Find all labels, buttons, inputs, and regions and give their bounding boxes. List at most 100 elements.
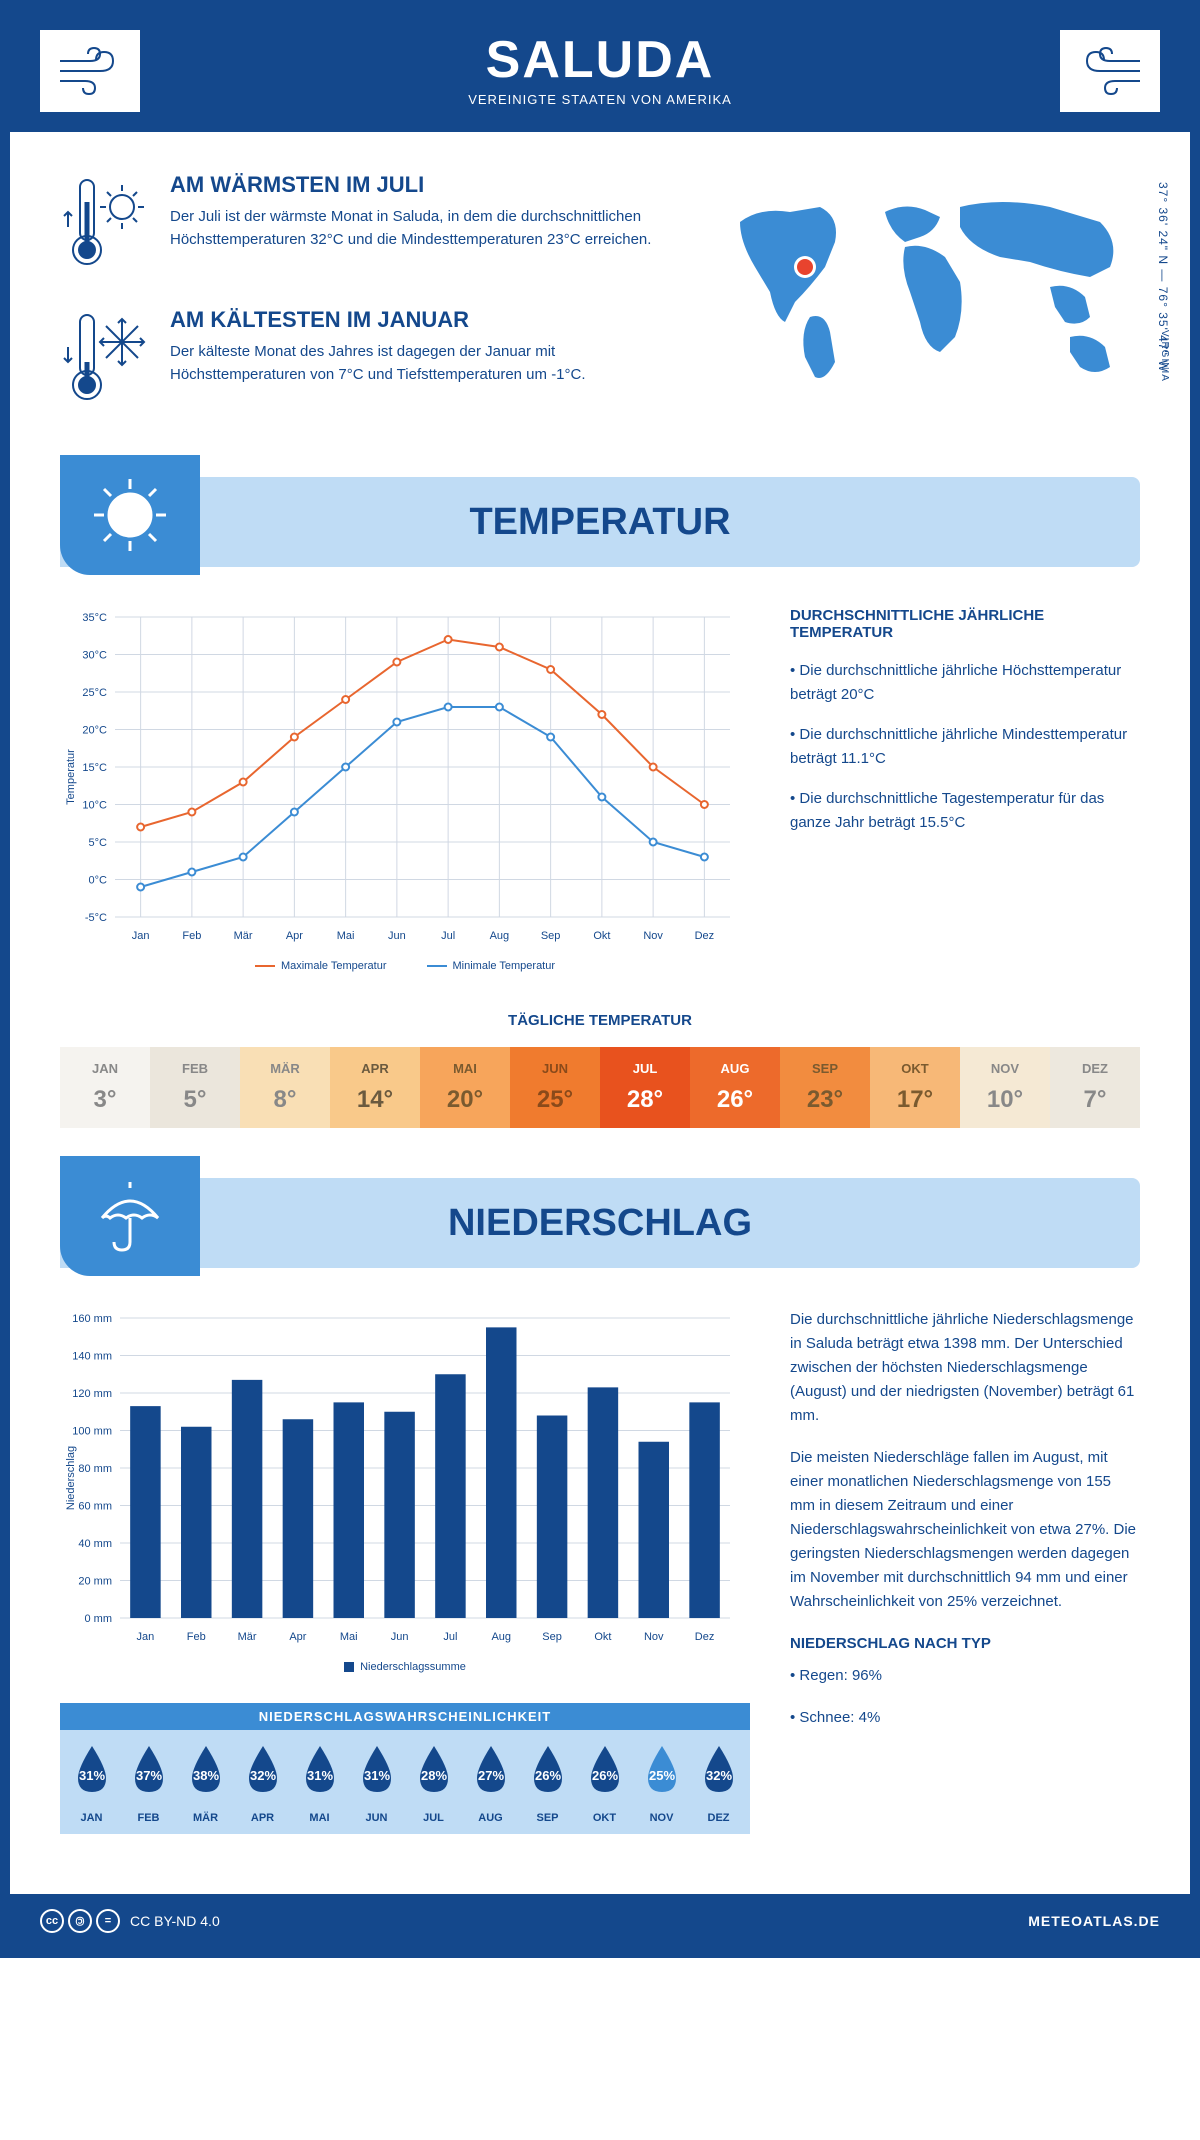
coldest-title: AM KÄLTESTEN IM JANUAR xyxy=(170,307,670,333)
precip-type-2: • Schnee: 4% xyxy=(790,1706,1140,1730)
wind-icon-right xyxy=(1060,30,1160,112)
prob-month: SEP xyxy=(520,1812,575,1824)
prob-month: MAI xyxy=(292,1812,347,1824)
prob-month: AUG xyxy=(463,1812,518,1824)
prob-drop: 26% xyxy=(520,1742,575,1796)
svg-text:60 mm: 60 mm xyxy=(78,1501,112,1513)
svg-text:31%: 31% xyxy=(363,1768,389,1783)
prob-month: OKT xyxy=(577,1812,632,1824)
cc-icons: cc 🄯 = xyxy=(40,1909,120,1933)
prob-month: APR xyxy=(235,1812,290,1824)
svg-text:20°C: 20°C xyxy=(82,725,107,737)
footer: cc 🄯 = CC BY-ND 4.0 METEOATLAS.DE xyxy=(10,1894,1190,1948)
warmest-title: AM WÄRMSTEN IM JULI xyxy=(170,172,670,198)
legend-precip: Niederschlagssumme xyxy=(360,1661,466,1673)
sun-icon xyxy=(60,455,200,575)
precip-chart: 0 mm 20 mm 40 mm 60 mm 80 mm 100 mm 120 mm 140 … xyxy=(60,1308,750,1673)
legend-min: Minimale Temperatur xyxy=(453,960,556,972)
prob-drop: 32% xyxy=(691,1742,746,1796)
svg-text:40 mm: 40 mm xyxy=(78,1538,112,1550)
prob-title: NIEDERSCHLAGSWAHRSCHEINLICHKEIT xyxy=(60,1703,750,1730)
svg-text:28%: 28% xyxy=(420,1768,446,1783)
nd-icon: = xyxy=(96,1909,120,1933)
prob-month: JUN xyxy=(349,1812,404,1824)
umbrella-icon xyxy=(60,1156,200,1276)
svg-text:Nov: Nov xyxy=(643,930,663,942)
precip-p2: Die meisten Niederschläge fallen im Augu… xyxy=(790,1446,1140,1614)
svg-text:140 mm: 140 mm xyxy=(72,1351,112,1363)
daily-temp-cell: OKT17° xyxy=(870,1047,960,1128)
by-icon: 🄯 xyxy=(68,1909,92,1933)
precip-text: Die durchschnittliche jährliche Niedersc… xyxy=(790,1308,1140,1834)
svg-text:Okt: Okt xyxy=(593,930,610,942)
svg-text:5°C: 5°C xyxy=(89,837,108,849)
svg-text:Jan: Jan xyxy=(137,1631,155,1643)
temp-section-title: TEMPERATUR xyxy=(200,501,1140,544)
prob-drop: 26% xyxy=(577,1742,632,1796)
svg-text:Dez: Dez xyxy=(695,930,715,942)
temp-chart: -5°C0°C5°C10°C15°C20°C25°C30°C35°CJanFeb… xyxy=(60,607,750,972)
svg-text:Jul: Jul xyxy=(443,1631,457,1643)
svg-text:20 mm: 20 mm xyxy=(78,1576,112,1588)
prob-drop: 31% xyxy=(349,1742,404,1796)
probability-panel: NIEDERSCHLAGSWAHRSCHEINLICHKEIT 31% 37% 38… xyxy=(60,1703,750,1834)
daily-temp-cell: MÄR8° xyxy=(240,1047,330,1128)
prob-month: NOV xyxy=(634,1812,689,1824)
temp-facts: DURCHSCHNITTLICHE JÄHRLICHE TEMPERATUR •… xyxy=(790,607,1140,972)
daily-temp-cell: JUN25° xyxy=(510,1047,600,1128)
prob-drop: 25% xyxy=(634,1742,689,1796)
warmest-text: Der Juli ist der wärmste Monat in Saluda… xyxy=(170,206,670,251)
site-name: METEOATLAS.DE xyxy=(1028,1913,1160,1929)
svg-text:Feb: Feb xyxy=(187,1631,206,1643)
precip-type-title: NIEDERSCHLAG NACH TYP xyxy=(790,1632,1140,1656)
svg-text:0 mm: 0 mm xyxy=(85,1613,113,1625)
svg-text:Mai: Mai xyxy=(337,930,355,942)
svg-text:35°C: 35°C xyxy=(82,612,107,624)
svg-text:38%: 38% xyxy=(192,1768,218,1783)
svg-text:Sep: Sep xyxy=(542,1631,562,1643)
svg-text:15°C: 15°C xyxy=(82,762,107,774)
svg-text:-5°C: -5°C xyxy=(85,912,107,924)
svg-text:Niederschlag: Niederschlag xyxy=(65,1446,77,1510)
intro-row: AM WÄRMSTEN IM JULI Der Juli ist der wär… xyxy=(60,172,1140,442)
svg-text:Jun: Jun xyxy=(388,930,406,942)
prob-drop: 37% xyxy=(121,1742,176,1796)
daily-temp-cell: FEB5° xyxy=(150,1047,240,1128)
prob-drop: 28% xyxy=(406,1742,461,1796)
daily-temp-cell: AUG26° xyxy=(690,1047,780,1128)
svg-text:30°C: 30°C xyxy=(82,650,107,662)
svg-text:31%: 31% xyxy=(306,1768,332,1783)
svg-text:Mär: Mär xyxy=(238,1631,257,1643)
temp-section: -5°C0°C5°C10°C15°C20°C25°C30°C35°CJanFeb… xyxy=(60,607,1140,972)
svg-text:Mai: Mai xyxy=(340,1631,358,1643)
daily-temp-cell: SEP23° xyxy=(780,1047,870,1128)
license-text: CC BY-ND 4.0 xyxy=(130,1913,220,1929)
svg-text:Aug: Aug xyxy=(490,930,510,942)
prob-drop: 31% xyxy=(292,1742,347,1796)
title: SALUDA xyxy=(40,30,1160,90)
svg-text:27%: 27% xyxy=(477,1768,503,1783)
temp-fact-2: • Die durchschnittliche jährliche Mindes… xyxy=(790,723,1140,771)
svg-text:120 mm: 120 mm xyxy=(72,1388,112,1400)
region-label: VIRGINIA xyxy=(1159,330,1170,382)
header: SALUDA VEREINIGTE STAATEN VON AMERIKA xyxy=(10,10,1190,132)
precip-p1: Die durchschnittliche jährliche Niedersc… xyxy=(790,1308,1140,1428)
content: AM WÄRMSTEN IM JULI Der Juli ist der wär… xyxy=(10,132,1190,1894)
svg-text:37%: 37% xyxy=(135,1768,161,1783)
cc-icon: cc xyxy=(40,1909,64,1933)
svg-text:Sep: Sep xyxy=(541,930,561,942)
prob-drop: 27% xyxy=(463,1742,518,1796)
svg-text:Apr: Apr xyxy=(286,930,303,942)
svg-text:Jan: Jan xyxy=(132,930,150,942)
svg-text:Jun: Jun xyxy=(391,1631,409,1643)
prob-month: DEZ xyxy=(691,1812,746,1824)
svg-text:10°C: 10°C xyxy=(82,800,107,812)
svg-text:80 mm: 80 mm xyxy=(78,1463,112,1475)
daily-title: TÄGLICHE TEMPERATUR xyxy=(60,1012,1140,1029)
svg-text:100 mm: 100 mm xyxy=(72,1426,112,1438)
daily-temp-strip: JAN3°FEB5°MÄR8°APR14°MAI20°JUN25°JUL28°A… xyxy=(60,1047,1140,1128)
precip-type-1: • Regen: 96% xyxy=(790,1664,1140,1688)
svg-text:Nov: Nov xyxy=(644,1631,664,1643)
wind-icon-left xyxy=(40,30,140,112)
precip-legend: Niederschlagssumme xyxy=(60,1661,750,1673)
